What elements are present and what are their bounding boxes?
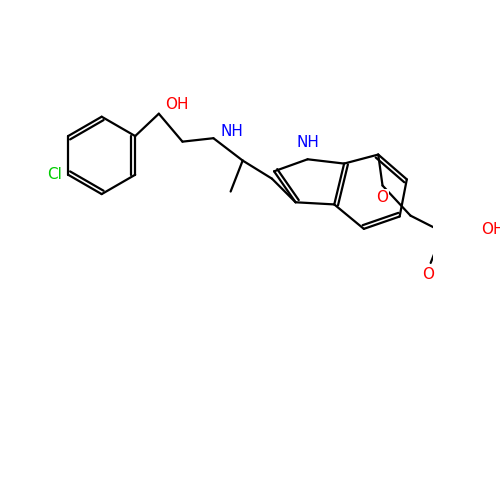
Text: OH: OH <box>165 96 188 112</box>
Text: O: O <box>422 268 434 282</box>
Text: Cl: Cl <box>47 168 62 182</box>
Text: NH: NH <box>296 136 319 150</box>
Text: NH: NH <box>220 124 243 140</box>
Text: OH: OH <box>482 222 500 238</box>
Text: O: O <box>376 190 388 205</box>
